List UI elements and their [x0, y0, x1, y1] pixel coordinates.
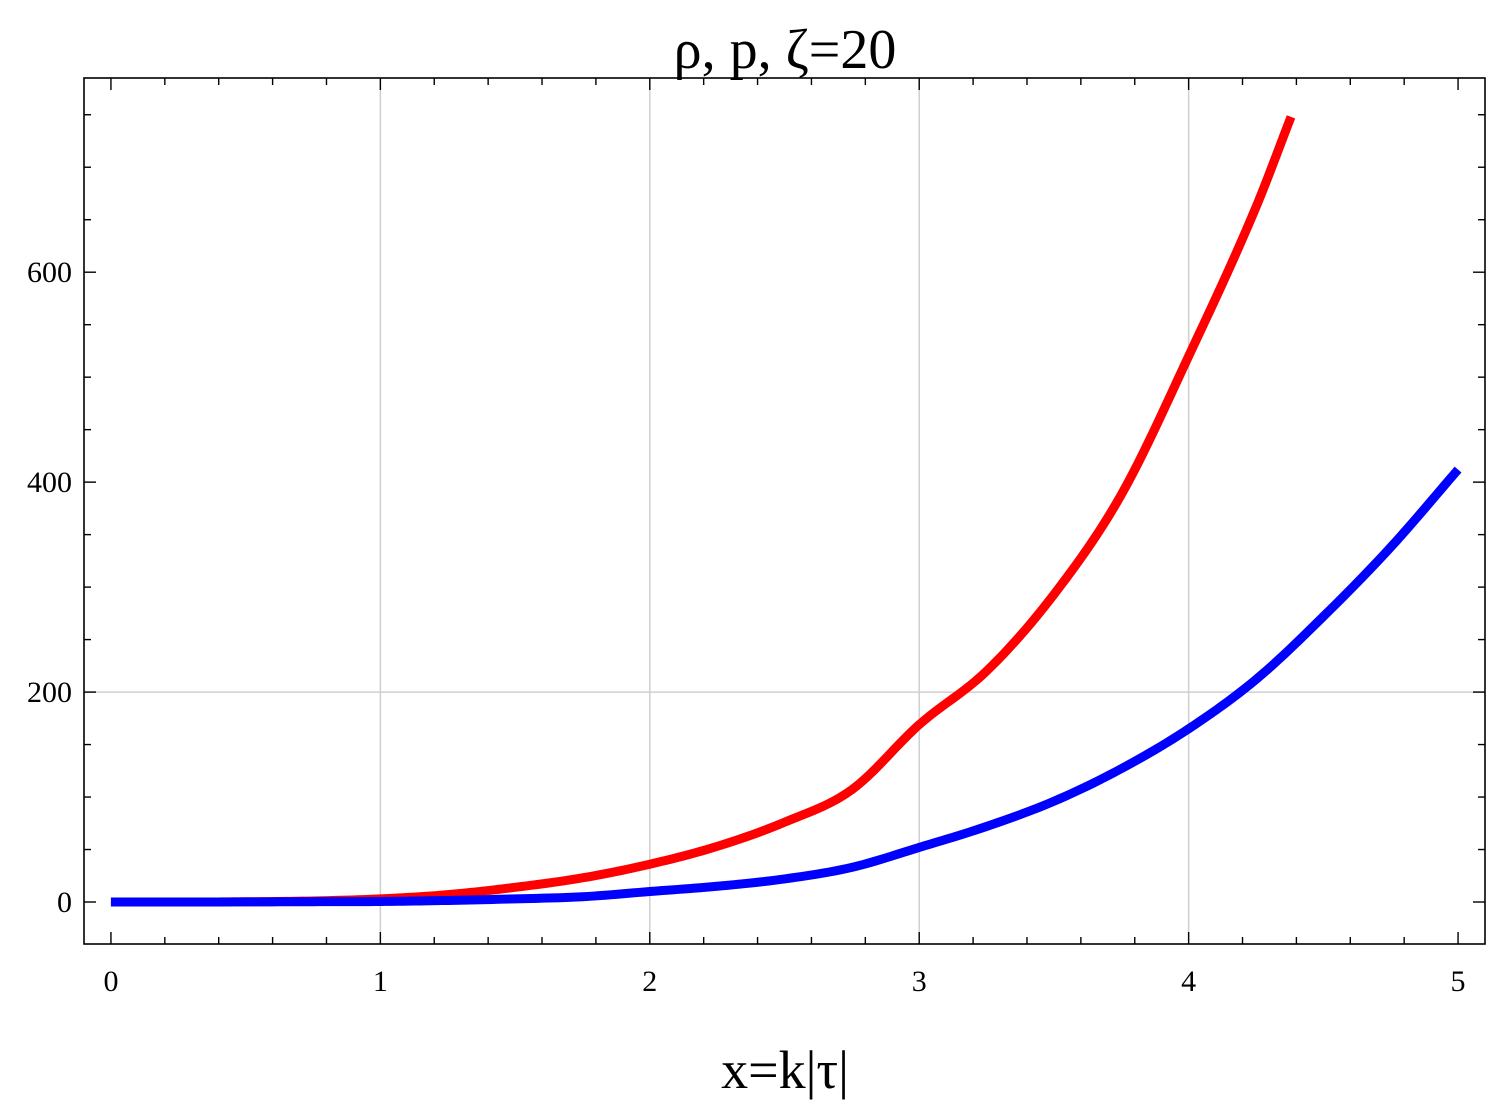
x-axis-label: x=k|τ| — [721, 1040, 849, 1100]
y-tick-label: 600 — [27, 256, 72, 289]
x-tick-label: 0 — [103, 965, 118, 998]
y-tick-label: 200 — [27, 676, 72, 709]
plot-frame — [83, 77, 1486, 945]
series-lines — [110, 115, 1462, 907]
series-line-red — [110, 115, 1296, 907]
grid-lines — [84, 78, 1485, 944]
series-line-blue — [110, 466, 1462, 907]
x-tick-label: 3 — [912, 965, 927, 998]
chart-title: ρ, p, ζ=20 — [674, 19, 897, 81]
x-tick-label: 1 — [373, 965, 388, 998]
axis-ticks — [84, 78, 1485, 944]
tick-labels: 0 1 2 3 4 5 0 200 400 600 — [27, 256, 1466, 998]
x-tick-label: 5 — [1451, 965, 1466, 998]
y-tick-label: 400 — [27, 466, 72, 499]
x-tick-label: 2 — [642, 965, 657, 998]
y-tick-label: 0 — [57, 886, 72, 919]
x-tick-label: 4 — [1181, 965, 1196, 998]
